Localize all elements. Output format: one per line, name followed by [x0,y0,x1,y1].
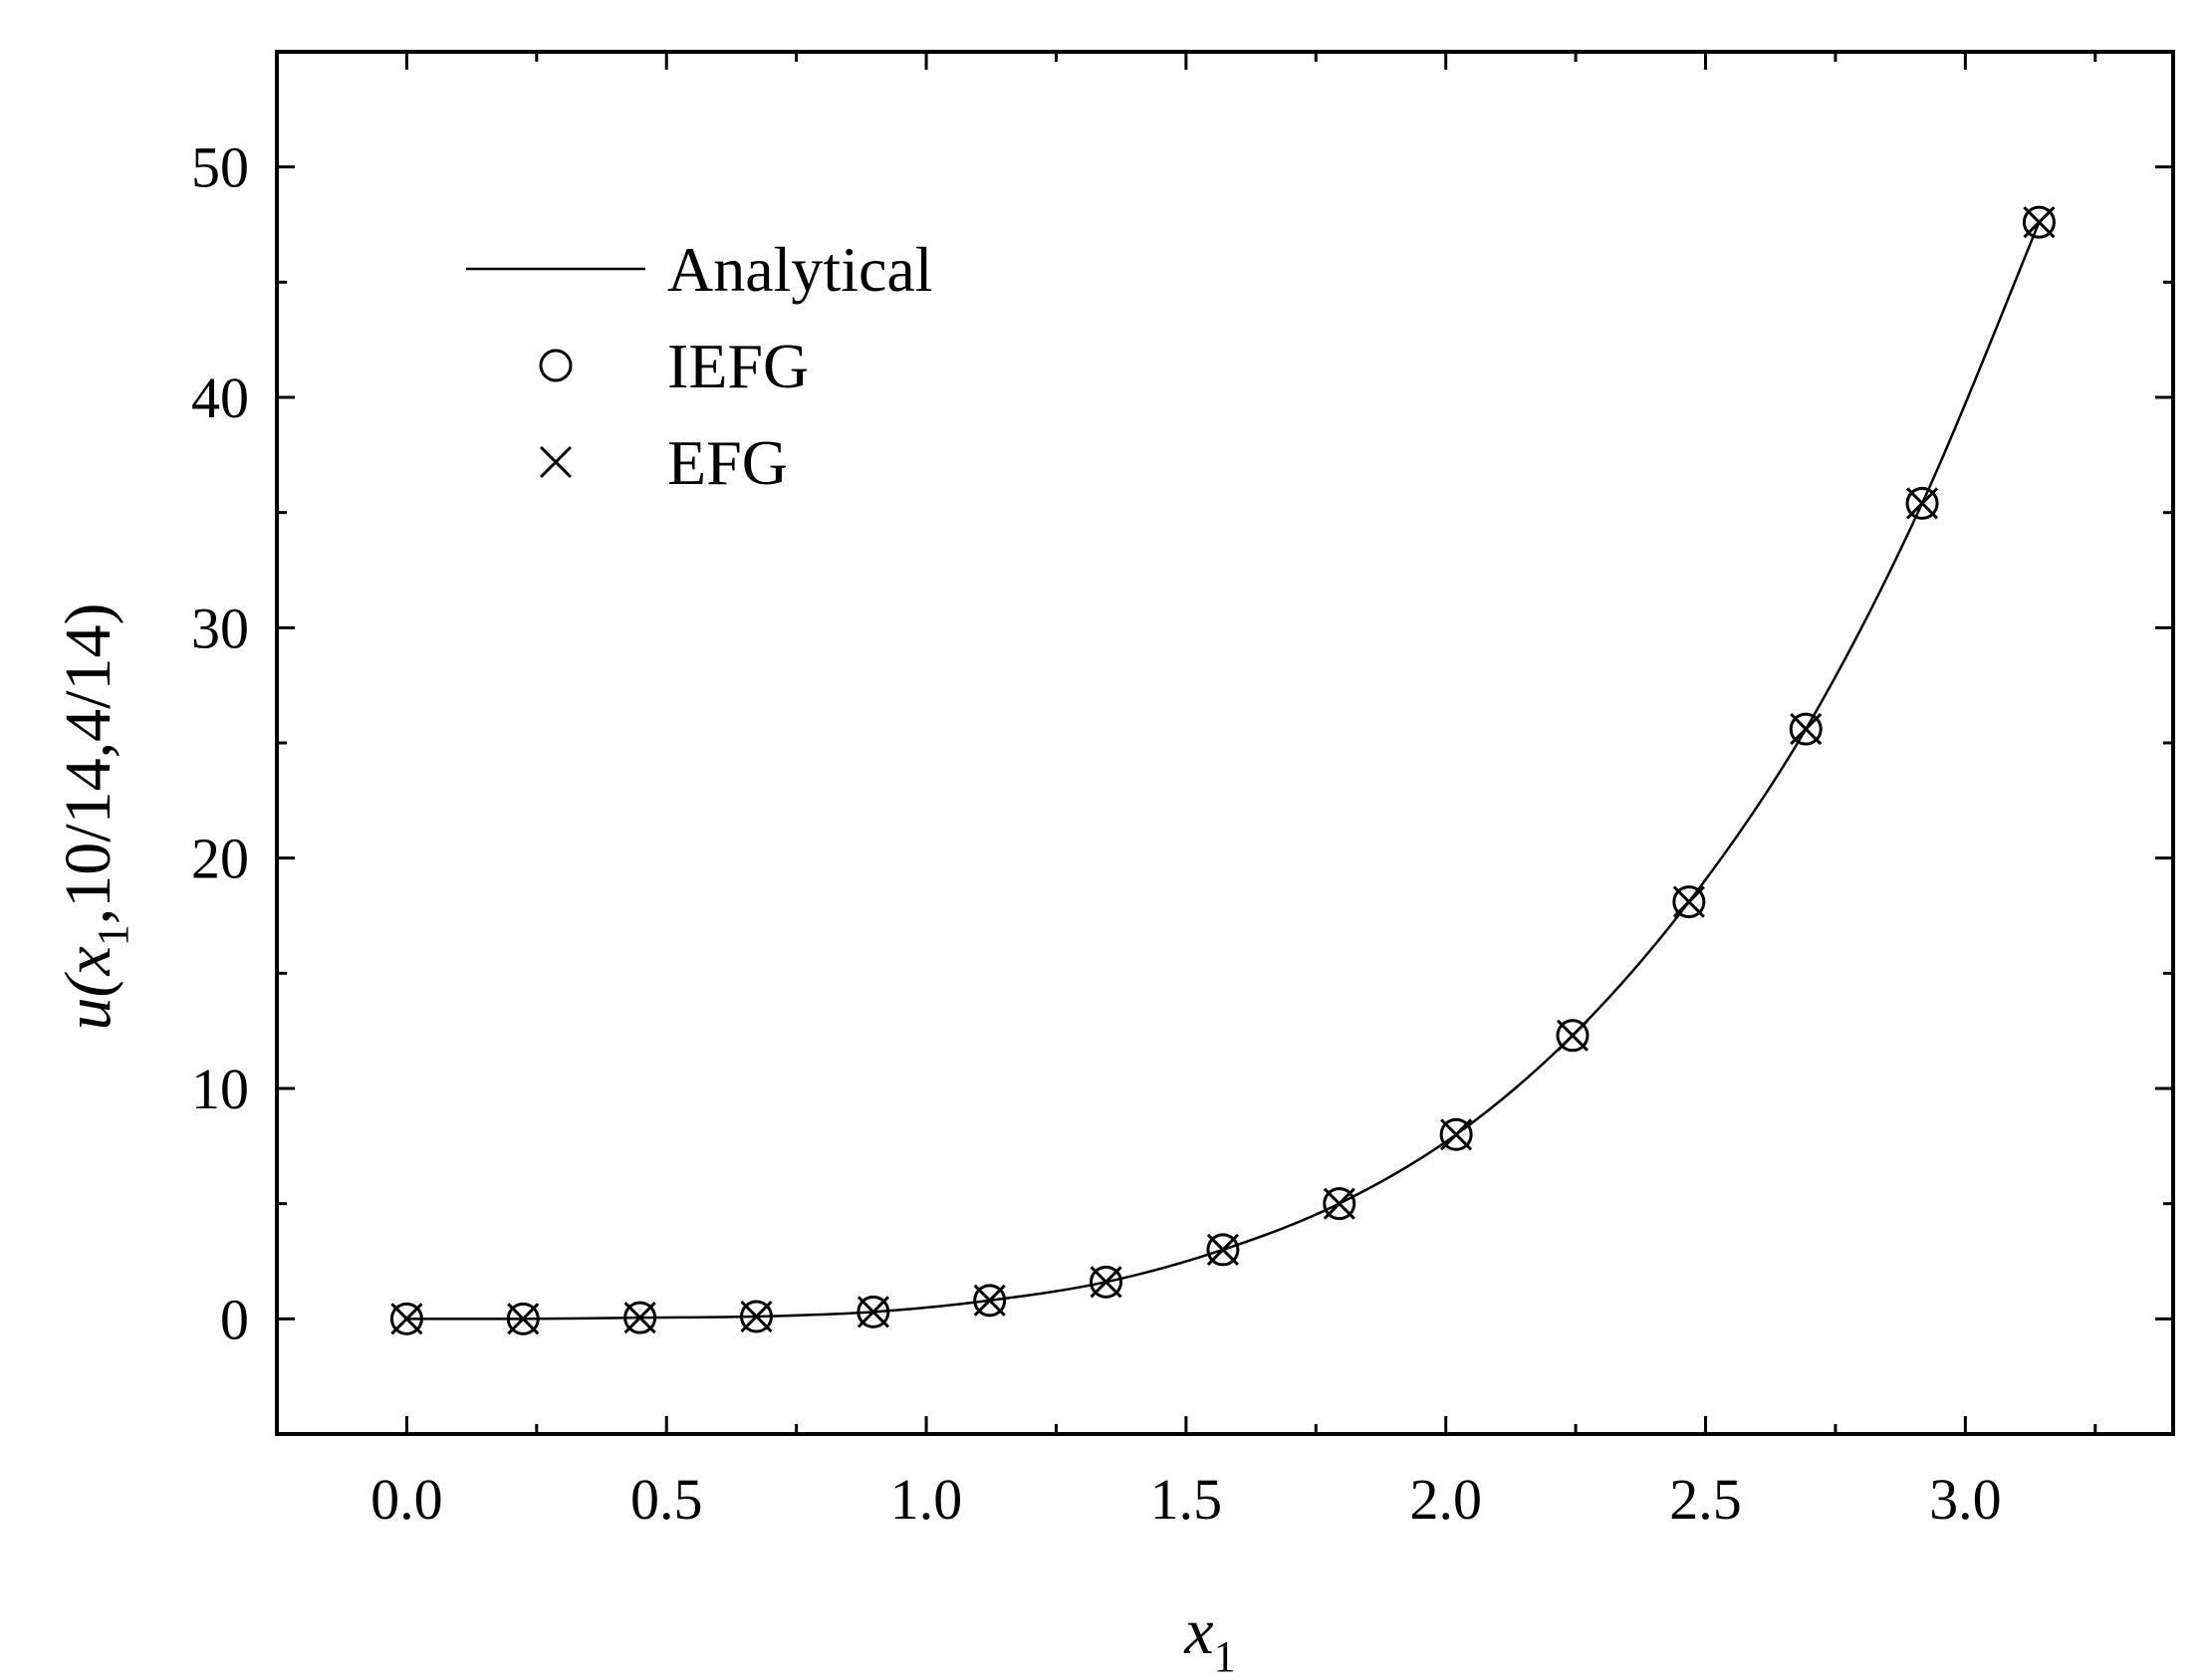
efg-point [507,1303,540,1335]
x-tick-label: 1.5 [1150,1467,1223,1532]
efg-point [973,1284,1006,1317]
iefg-point [739,1300,773,1333]
efg-point [2023,206,2056,239]
x-tick-label: 1.0 [890,1467,963,1532]
efg-point [740,1300,773,1333]
x-tick-label: 3.0 [1929,1467,2002,1532]
y-tick-label: 0 [220,1287,249,1351]
efg-point [1440,1118,1473,1151]
efg-point [1090,1266,1122,1299]
x-tick-label: 0.5 [630,1467,703,1532]
efg-point [1556,1019,1590,1052]
iefg-point [857,1295,890,1328]
legend-label: EFG [667,427,788,498]
iefg-point [1323,1187,1356,1221]
plot-area [275,50,2175,1436]
iefg-point [389,1302,423,1335]
x-tick-label: 2.0 [1409,1467,1482,1532]
iefg-point [1206,1233,1240,1267]
iefg-point [623,1301,657,1334]
iefg-point [506,1302,540,1335]
iefg-point [1439,1117,1473,1151]
y-axis-title-var: x [52,946,124,976]
axis-ticks [277,52,2173,1436]
iefg-point [973,1284,1007,1318]
x-tick-label: 0.0 [370,1467,443,1532]
efg-point [1790,713,1823,746]
efg-point [1672,885,1705,918]
series-line-analytical [406,221,2041,1320]
efg-point [857,1296,889,1328]
x-tick-label: 2.5 [1669,1467,1742,1532]
iefg-point [1556,1019,1590,1053]
iefg-point [2022,205,2056,239]
legend-label: IEFG [667,331,809,401]
series-layer [389,205,2056,1335]
y-axis-title-suffix: ,10/14,4/14) [52,603,124,925]
y-tick-label: 10 [191,1057,249,1121]
y-tick-label: 50 [191,135,249,200]
iefg-point [1789,712,1823,746]
efg-point [390,1303,423,1335]
legend-circle-sample [539,349,573,382]
y-axis-title-sub: 1 [89,924,137,946]
legend: Analytical IEFG EFG [466,234,933,498]
efg-point [1206,1233,1239,1266]
y-axis-title-prefix: u( [52,971,124,1030]
legend-label: Analytical [667,234,933,305]
iefg-point [1905,486,1939,520]
y-axis-title: u(x1,10/14,4/14) [52,603,137,1031]
y-tick-label: 40 [191,365,249,430]
iefg-point [1672,885,1706,919]
legend-cross-sample [539,445,573,479]
tick-labels: 0.0 0.5 1.0 1.5 2.0 2.5 3.0 0 10 20 30 40 50 [191,135,2002,1532]
efg-point [623,1302,656,1334]
y-tick-label: 20 [191,827,249,891]
y-tick-label: 30 [191,596,249,660]
plot-frame [275,50,2175,1436]
x-axis-title-var: x [1183,1595,1213,1668]
efg-point [1905,487,1939,520]
efg-point [1323,1187,1355,1220]
iefg-point [1090,1265,1123,1299]
x-axis-title-sub: 1 [1214,1632,1236,1680]
x-axis-title: x1 [1183,1595,1235,1680]
